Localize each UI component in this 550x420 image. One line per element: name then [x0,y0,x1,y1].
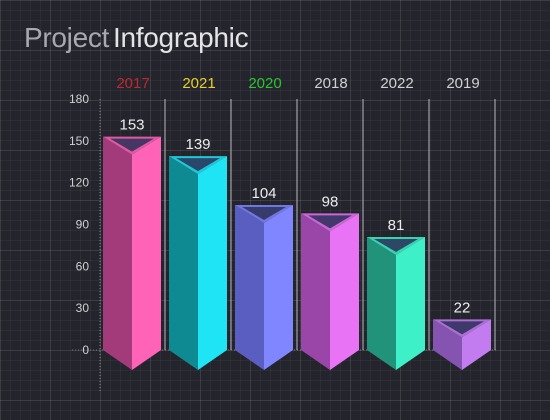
y-tick-label: 60 [76,259,90,273]
bar-top-cap-inner [176,158,220,172]
bars: 153 139 104 98 81 22 [103,117,491,370]
y-tick-labels: 0 30 60 90 120 150 180 [69,92,89,357]
chart-title: Project Infographic [24,22,249,54]
bar-value-label: 22 [454,299,471,316]
axes [72,99,496,392]
bar-top-cap-inner [110,138,154,152]
bar-side-face [367,237,396,370]
bar-value-label: 153 [119,117,144,134]
bar-side-face [301,213,330,370]
bar-front-face [264,204,293,370]
bar-front-face [330,213,359,370]
bar-front-face [396,237,425,370]
y-tick-label: 150 [69,134,89,148]
category-label: 2020 [248,75,281,92]
bar-value-label: 98 [322,193,339,210]
bar-front-face [462,319,491,370]
bar-value-label: 104 [251,185,276,202]
category-label: 2021 [182,75,215,92]
bar: 139 [169,136,227,370]
y-tick-label: 120 [69,176,89,190]
bar-side-face [433,319,462,370]
bar-side-face [169,156,198,370]
y-tick-label: 30 [76,301,90,315]
bar-top-cap-inner [308,215,352,229]
bar: 104 [235,185,293,370]
y-tick-label: 180 [69,92,89,106]
category-label: 2019 [446,75,479,92]
y-tick-label: 90 [76,218,90,232]
bar: 98 [301,193,359,370]
chart-title-part1: Project [24,22,110,53]
y-tick-label: 0 [82,343,89,357]
bar-front-face [132,136,161,370]
bar: 153 [103,117,161,370]
category-label: 2022 [380,75,413,92]
category-labels: 2017 2021 2020 2018 2022 2019 [116,75,479,92]
bar-top-cap-inner [242,206,286,220]
category-label: 2018 [314,75,347,92]
bar-top-cap-inner [440,321,484,335]
category-label: 2017 [116,75,149,92]
bar-side-face [103,136,132,370]
bar-top-cap-inner [374,239,418,253]
bar: 22 [433,299,491,370]
bar-value-label: 139 [185,136,210,153]
bar-front-face [198,156,227,370]
chart-title-part2: Infographic [113,22,249,53]
bar-side-face [235,204,264,370]
bar: 81 [367,217,425,370]
bar-value-label: 81 [388,217,405,234]
